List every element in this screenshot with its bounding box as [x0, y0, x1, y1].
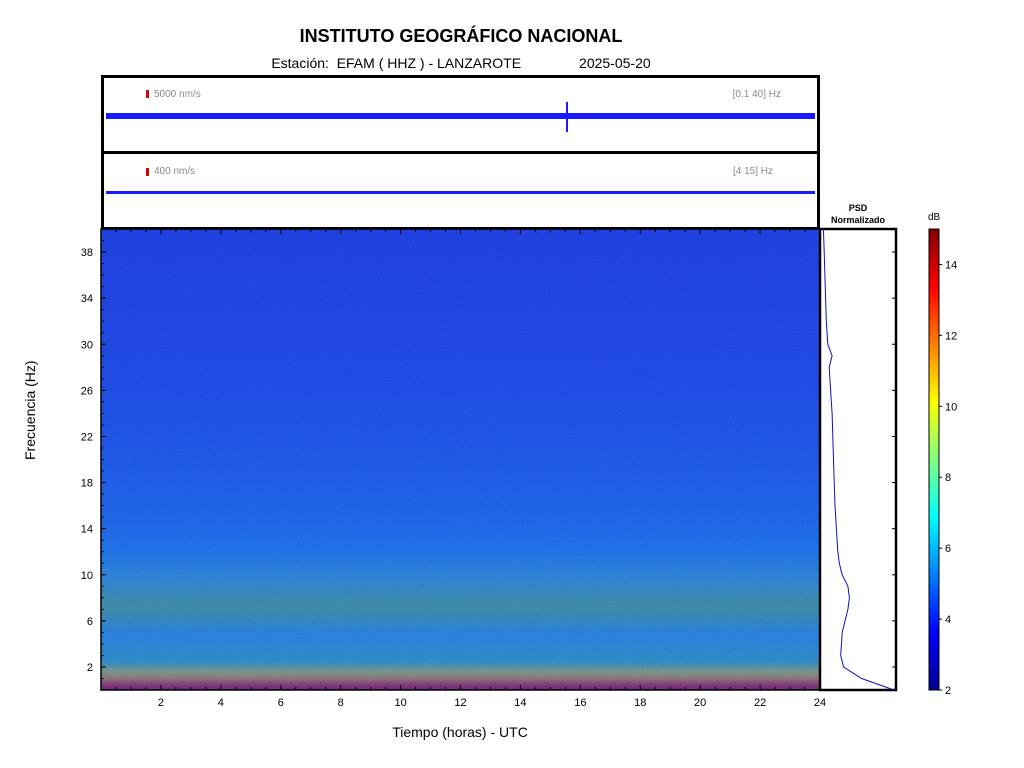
colorbar-tick-label: 12	[945, 330, 957, 342]
colorbar-unit: dB	[928, 212, 941, 223]
trace-panel-filtered: 400 nm/s [4 15] Hz	[101, 151, 820, 230]
x-tick-label: 16	[574, 697, 586, 709]
y-tick-label: 2	[87, 662, 93, 674]
x-tick-label: 18	[634, 697, 646, 709]
event-spike	[566, 102, 568, 132]
amplitude-scale-label: 5000 nm/s	[154, 89, 201, 100]
spectrogram-noise	[101, 229, 820, 690]
x-tick-label: 14	[514, 697, 526, 709]
station-subtitle: Estación: EFAM ( HHZ ) - LANZAROTE 2025-0…	[0, 55, 922, 71]
date-label: 2025-05-20	[579, 55, 651, 71]
y-tick-label: 22	[81, 431, 93, 443]
amplitude-scale-label: 400 nm/s	[154, 166, 196, 177]
station-label: Estación: EFAM ( HHZ ) - LANZAROTE	[271, 55, 522, 71]
colorbar-tick-label: 10	[945, 401, 957, 413]
x-tick-label: 24	[814, 697, 826, 709]
frequency-band-label: [0.1 40] Hz	[732, 89, 781, 100]
y-tick-label: 30	[81, 339, 93, 351]
colorbar-tick-label: 8	[945, 472, 951, 484]
x-tick-label: 22	[754, 697, 766, 709]
y-tick-label: 6	[87, 616, 93, 628]
scale-bar-icon	[146, 168, 149, 176]
y-tick-label: 34	[81, 293, 93, 305]
colorbar-tick-label: 2	[945, 685, 951, 697]
scale-bar-icon	[146, 90, 149, 98]
x-axis-label: Tiempo (horas) - UTC	[392, 724, 528, 740]
x-tick-label: 2	[158, 697, 164, 709]
trace-panel-broadband: 5000 nm/s [0.1 40] Hz	[101, 75, 820, 154]
x-tick-label: 8	[338, 697, 344, 709]
seismic-trace	[106, 113, 815, 119]
colorbar-tick-label: 4	[945, 614, 951, 626]
colorbar-tick-label: 6	[945, 543, 951, 555]
x-tick-label: 10	[394, 697, 406, 709]
x-tick-label: 4	[218, 697, 224, 709]
y-tick-label: 18	[81, 478, 93, 490]
frequency-band-label: [4 15] Hz	[732, 166, 773, 177]
x-tick-label: 20	[694, 697, 706, 709]
psd-title: PSD Normalizado	[830, 203, 885, 225]
y-tick-label: 14	[81, 524, 93, 536]
page-title: INSTITUTO GEOGRÁFICO NACIONAL	[299, 26, 623, 46]
y-tick-label: 26	[81, 385, 93, 397]
colorbar	[928, 228, 940, 691]
x-tick-label: 6	[278, 697, 284, 709]
x-tick-label: 12	[454, 697, 466, 709]
psd-panel	[818, 227, 898, 692]
colorbar-tick-label: 14	[945, 259, 957, 271]
psd-line	[822, 228, 895, 691]
seismic-trace	[106, 191, 815, 194]
y-tick-label: 38	[81, 247, 93, 259]
y-tick-label: 10	[81, 570, 93, 582]
